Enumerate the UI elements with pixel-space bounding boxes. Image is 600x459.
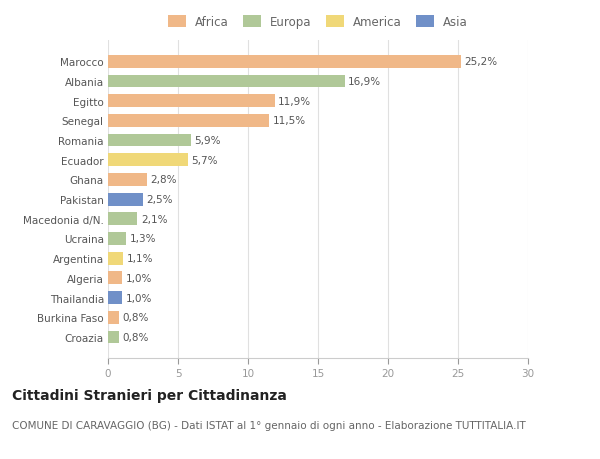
Text: 0,8%: 0,8% bbox=[123, 332, 149, 342]
Bar bbox=[108, 154, 188, 167]
Bar bbox=[108, 134, 191, 147]
Text: 2,8%: 2,8% bbox=[151, 175, 177, 185]
Bar bbox=[108, 75, 344, 88]
Text: 2,5%: 2,5% bbox=[146, 195, 173, 205]
Text: 1,0%: 1,0% bbox=[125, 293, 152, 303]
Text: 1,3%: 1,3% bbox=[130, 234, 156, 244]
Text: 1,0%: 1,0% bbox=[125, 273, 152, 283]
Bar bbox=[108, 272, 122, 285]
Text: 11,9%: 11,9% bbox=[278, 96, 311, 106]
Text: COMUNE DI CARAVAGGIO (BG) - Dati ISTAT al 1° gennaio di ogni anno - Elaborazione: COMUNE DI CARAVAGGIO (BG) - Dati ISTAT a… bbox=[12, 420, 526, 430]
Text: 16,9%: 16,9% bbox=[348, 77, 381, 87]
Bar bbox=[108, 213, 137, 226]
Bar bbox=[108, 193, 143, 206]
Text: 5,9%: 5,9% bbox=[194, 136, 221, 146]
Text: 25,2%: 25,2% bbox=[464, 57, 497, 67]
Bar bbox=[108, 174, 147, 186]
Bar bbox=[108, 56, 461, 68]
Bar bbox=[108, 233, 126, 246]
Text: 0,8%: 0,8% bbox=[123, 313, 149, 323]
Text: 11,5%: 11,5% bbox=[272, 116, 305, 126]
Bar bbox=[108, 311, 119, 324]
Bar bbox=[108, 95, 275, 108]
Text: 2,1%: 2,1% bbox=[141, 214, 167, 224]
Bar bbox=[108, 331, 119, 344]
Bar bbox=[108, 291, 122, 304]
Text: 1,1%: 1,1% bbox=[127, 254, 154, 263]
Legend: Africa, Europa, America, Asia: Africa, Europa, America, Asia bbox=[164, 12, 472, 32]
Text: 5,7%: 5,7% bbox=[191, 155, 218, 165]
Bar bbox=[108, 115, 269, 128]
Bar bbox=[108, 252, 124, 265]
Text: Cittadini Stranieri per Cittadinanza: Cittadini Stranieri per Cittadinanza bbox=[12, 388, 287, 402]
